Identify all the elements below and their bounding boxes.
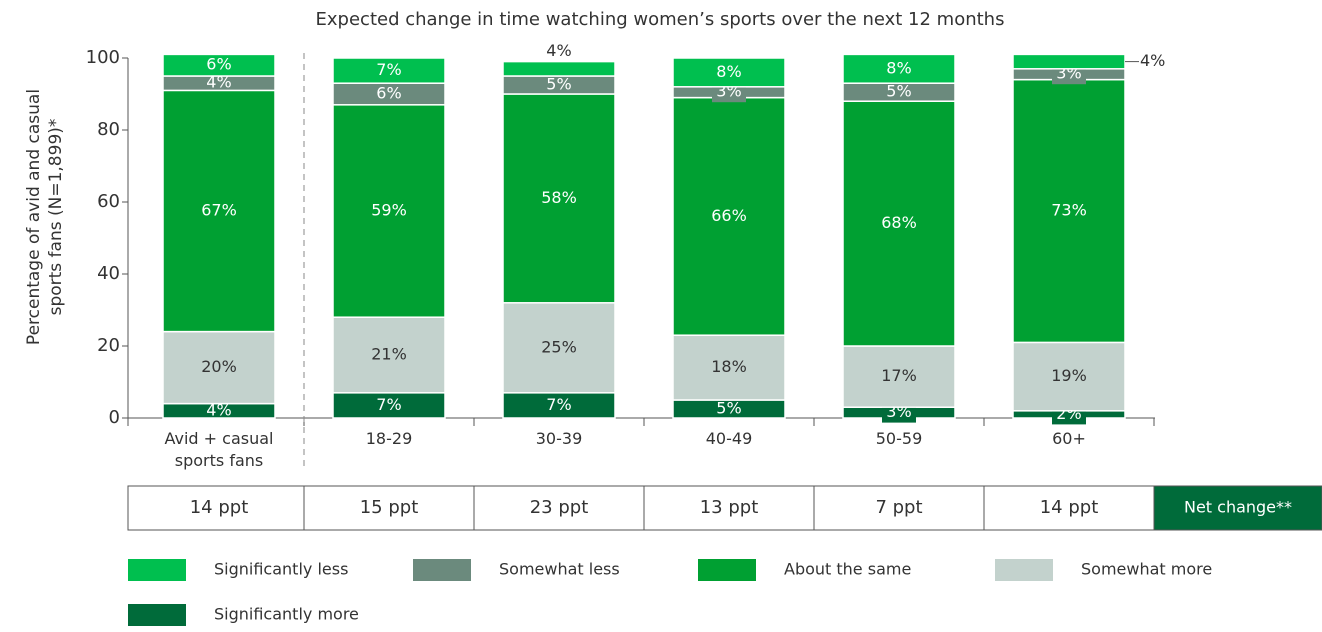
chart-title: Expected change in time watching women’s… xyxy=(316,9,1005,30)
table-cell xyxy=(643,485,815,531)
value-label: 18% xyxy=(711,357,747,376)
table-cell xyxy=(473,485,645,531)
net-change-value: 7 ppt xyxy=(875,497,922,518)
value-label: 4% xyxy=(1140,51,1165,70)
table-cell xyxy=(303,485,475,531)
legend-swatch xyxy=(413,559,471,581)
bar-segment xyxy=(842,53,956,84)
table-cell xyxy=(983,485,1155,531)
x-tick-label: 40-49 xyxy=(705,429,753,448)
legend-label: Somewhat more xyxy=(1081,560,1212,579)
value-label: 67% xyxy=(201,201,237,220)
value-label: 58% xyxy=(541,188,577,207)
bar-segment xyxy=(672,57,786,88)
value-label: 6% xyxy=(376,84,401,103)
bar-segment xyxy=(502,93,616,304)
value-label: 66% xyxy=(711,206,747,225)
y-tick-label: 80 xyxy=(97,119,120,140)
value-label: 4% xyxy=(206,73,231,92)
bar-segment xyxy=(332,316,446,394)
legend-swatch xyxy=(128,604,186,626)
value-label: 21% xyxy=(371,345,407,364)
value-label: 4% xyxy=(206,400,231,419)
value-label: 25% xyxy=(541,337,577,356)
bar-segment xyxy=(502,392,616,419)
y-tick-label: 40 xyxy=(97,263,120,284)
bar-segment xyxy=(1012,78,1126,344)
net-change-value: 14 ppt xyxy=(1040,497,1099,518)
table-cell xyxy=(127,485,305,531)
bar-segment xyxy=(332,57,446,84)
y-tick-label: 0 xyxy=(109,407,120,428)
value-label: 8% xyxy=(716,62,741,81)
value-label: 5% xyxy=(546,75,571,94)
value-label: 17% xyxy=(881,366,917,385)
y-tick-label: 60 xyxy=(97,191,120,212)
bar-segment xyxy=(672,96,786,336)
bar-segment xyxy=(672,334,786,401)
value-label: 7% xyxy=(376,60,401,79)
value-label: 7% xyxy=(546,395,571,414)
legend-swatch xyxy=(698,559,756,581)
bar-segment xyxy=(162,89,276,333)
value-label: 8% xyxy=(886,58,911,77)
value-label: 73% xyxy=(1051,201,1087,220)
legend-label: Significantly more xyxy=(214,605,359,624)
value-label: 7% xyxy=(376,395,401,414)
net-change-value: 13 ppt xyxy=(700,497,759,518)
value-label: 6% xyxy=(206,55,231,74)
value-label: 59% xyxy=(371,201,407,220)
net-change-label: Net change** xyxy=(1184,498,1292,517)
net-change-value: 15 ppt xyxy=(360,497,419,518)
x-tick-label: 30-39 xyxy=(535,429,583,448)
legend-swatch xyxy=(995,559,1053,581)
legend-label: Somewhat less xyxy=(499,560,620,579)
value-label: 19% xyxy=(1051,366,1087,385)
legend-label: Significantly less xyxy=(214,560,348,579)
legend-label: About the same xyxy=(784,560,911,579)
value-label: 68% xyxy=(881,213,917,232)
bar-segment xyxy=(332,104,446,318)
bar-segment xyxy=(502,302,616,394)
table-header xyxy=(1153,485,1322,531)
value-label: 4% xyxy=(546,41,571,60)
y-tick-label: 100 xyxy=(86,47,120,68)
value-label: 5% xyxy=(716,399,741,418)
bar-segment xyxy=(842,100,956,347)
bar-segment xyxy=(502,60,616,77)
x-tick-label: Avid + casual sports fans xyxy=(164,429,274,470)
legend-swatch xyxy=(128,559,186,581)
value-label: 20% xyxy=(201,357,237,376)
table-cell xyxy=(813,485,985,531)
value-label: 5% xyxy=(886,82,911,101)
bar-segment xyxy=(162,53,276,77)
net-change-value: 23 ppt xyxy=(530,497,589,518)
bar-segment xyxy=(1012,53,1126,70)
net-change-value: 14 ppt xyxy=(190,497,249,518)
y-tick-label: 20 xyxy=(97,335,120,356)
x-tick-label: 60+ xyxy=(1052,429,1086,448)
y-axis-label: Percentage of avid and casual sports fan… xyxy=(24,88,66,346)
bar-segment xyxy=(842,345,956,408)
x-tick-label: 50-59 xyxy=(875,429,923,448)
bar-segment xyxy=(162,330,276,405)
x-tick-label: 18-29 xyxy=(365,429,413,448)
